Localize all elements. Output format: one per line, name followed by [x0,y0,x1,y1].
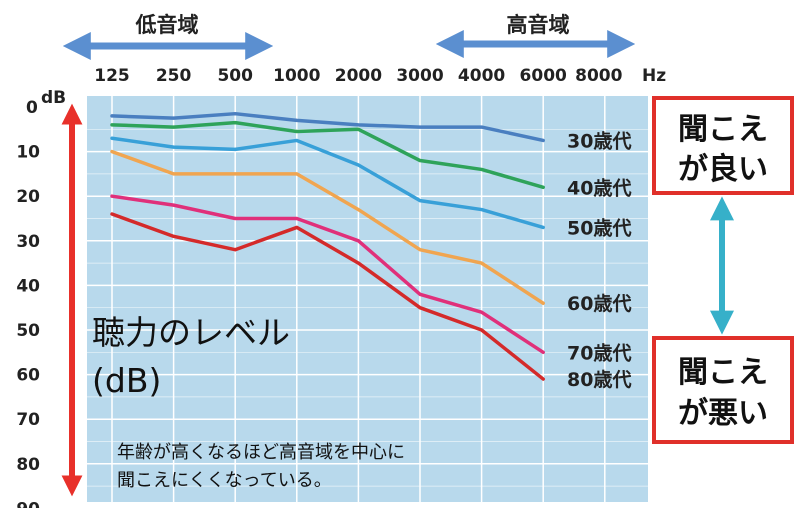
annotation-line2: 聞こえにくくなっている。 [117,470,332,491]
x-tick-label: 6000 [520,66,567,86]
x-tick-label: 1000 [273,66,320,86]
series-line [110,120,545,190]
plot-area [87,96,648,502]
y-tick-label: 20 [16,187,40,207]
x-tick-label: 500 [217,66,253,86]
callout-bad-line1: 聞こえ [678,355,768,390]
ylabel-line1: 聴力のレベル [92,313,290,352]
callout-bad-box [652,336,794,444]
callout-good-box [652,96,794,195]
y-tick-label: 30 [16,232,40,252]
x-axis-ticks: 125 250 500 1000 2000 3000 4000 6000 8000 [94,66,622,86]
y-tick-label: 80 [16,455,40,475]
series-label: 40歳代 [567,177,631,199]
annotation-line1: 年齢が高くなるほど高音域を中心に [117,442,405,463]
x-tick-label: 3000 [396,66,443,86]
series-lines [110,111,545,381]
callout-good-line1: 聞こえ [678,112,768,147]
grid-lines [87,96,648,502]
callout-good-line2: が良い [678,152,768,187]
series-labels: 30歳代 40歳代 50歳代 60歳代 70歳代 80歳代 [567,130,631,391]
callout-bad-line2: が悪い [678,396,768,431]
series-label: 50歳代 [567,217,631,239]
x-unit: Hz [642,66,666,86]
series-line [110,136,545,230]
y-tick-label: 90 [16,499,40,508]
y-unit: dB [41,88,66,108]
low-band-label: 低音域 [135,13,199,37]
series-line [110,212,545,381]
y-tick-label: 70 [16,410,40,430]
ylabel-line2: (dB) [92,361,161,400]
y-tick-label: 40 [16,276,40,296]
series-line [110,194,545,355]
x-tick-label: 4000 [458,66,505,86]
series-label: 30歳代 [567,130,631,152]
x-tick-label: 250 [156,66,192,86]
x-tick-label: 8000 [575,66,622,86]
series-line [110,149,545,305]
series-label: 80歳代 [567,369,631,391]
y-axis-ticks: 0 10 20 30 40 50 60 70 80 90 [16,98,40,508]
y-tick-label: 60 [16,366,40,386]
y-tick-label: 0 [26,98,38,118]
series-label: 70歳代 [567,342,631,364]
x-tick-label: 125 [94,66,130,86]
high-band-label: 高音域 [507,13,570,37]
y-tick-label: 10 [16,143,40,163]
series-label: 60歳代 [567,293,631,315]
x-tick-label: 2000 [335,66,382,86]
y-tick-label: 50 [16,321,40,341]
series-line [110,111,545,143]
